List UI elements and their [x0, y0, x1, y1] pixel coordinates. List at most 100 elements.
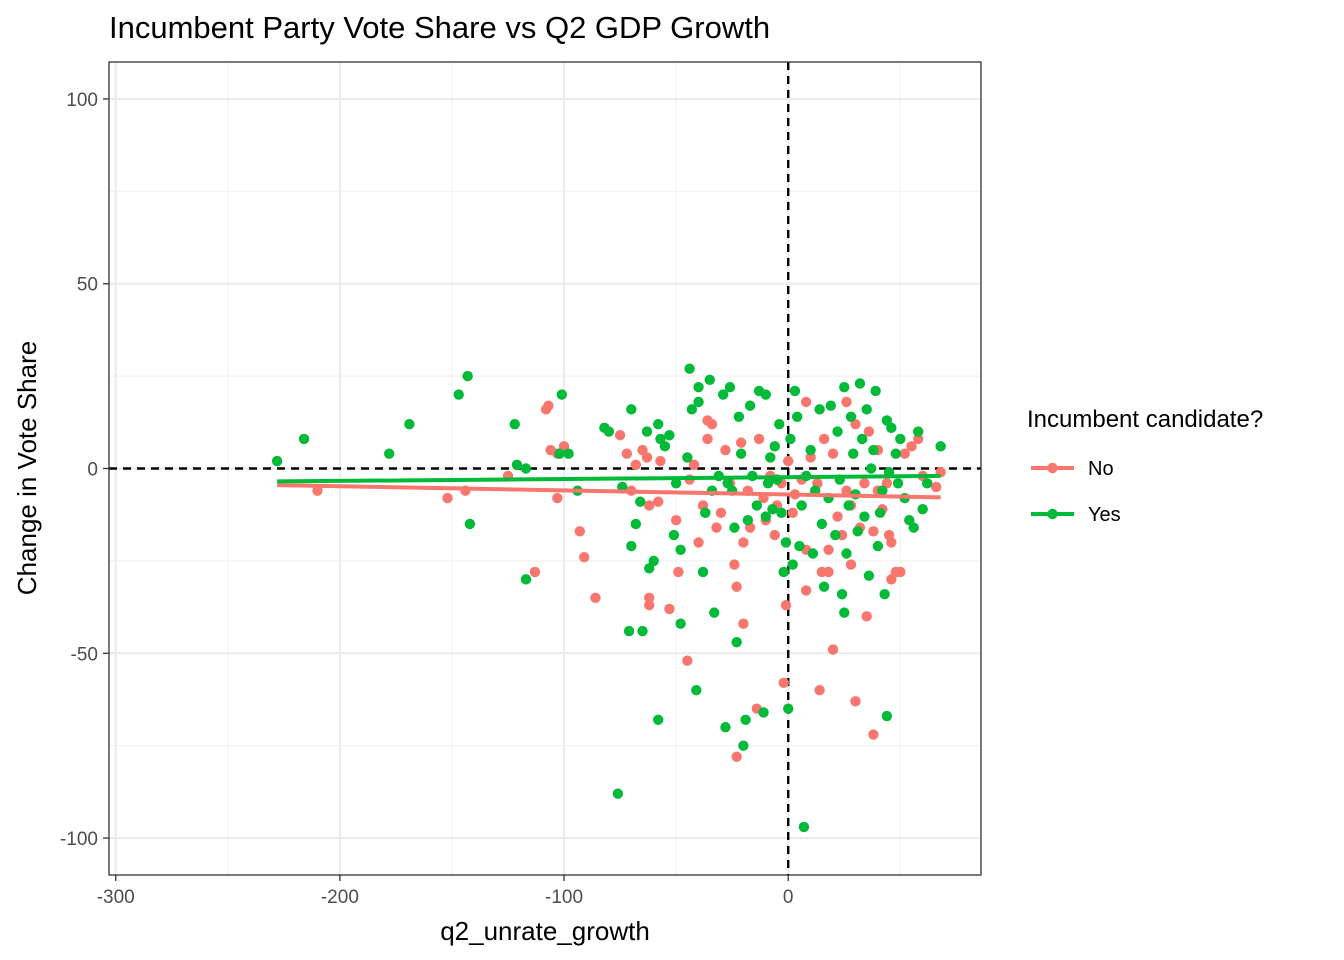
data-point-yes [796, 500, 807, 511]
data-point-yes [626, 404, 637, 415]
data-point-yes [877, 485, 888, 496]
data-point-no [644, 592, 655, 604]
data-point-yes [675, 618, 686, 629]
data-point-yes [668, 529, 680, 541]
legend-label: Yes [1088, 504, 1121, 526]
data-point-no [738, 537, 749, 548]
y-tick-label: 50 [77, 275, 98, 296]
data-point-yes [830, 529, 841, 541]
legend-label: No [1088, 458, 1114, 480]
data-point-yes [776, 507, 787, 519]
data-point-no [895, 566, 906, 578]
data-point-yes [908, 522, 919, 533]
data-point-yes [841, 548, 852, 559]
data-point-no [827, 644, 839, 655]
data-point-yes [789, 385, 801, 397]
data-point-yes [630, 518, 641, 530]
data-point-yes [767, 503, 778, 515]
data-point-yes [765, 452, 776, 463]
data-point-yes [868, 444, 879, 456]
data-point-yes [271, 455, 283, 467]
data-point-yes [509, 418, 520, 430]
data-point-no [800, 396, 812, 408]
data-point-no [906, 441, 917, 452]
data-point-yes [298, 433, 310, 445]
data-point-yes [935, 441, 946, 452]
legend: Incumbent candidate? No Yes [1027, 406, 1263, 526]
data-point-no [753, 433, 765, 445]
data-point-yes [865, 463, 877, 474]
data-point-no [590, 592, 601, 604]
data-point-yes [704, 374, 715, 386]
data-point-no [731, 581, 742, 592]
legend-key-point [1047, 462, 1058, 474]
data-point-yes [814, 404, 825, 415]
data-point-no [823, 544, 834, 555]
data-point-yes [843, 500, 854, 511]
data-point-no [805, 452, 816, 463]
data-point-yes [922, 478, 933, 489]
data-point-yes [724, 382, 736, 393]
data-point-no [827, 448, 839, 459]
data-point-yes [744, 400, 756, 411]
data-point-no [913, 433, 924, 445]
data-point-no [552, 492, 563, 504]
data-point-yes [760, 389, 772, 400]
data-point-yes [691, 685, 702, 696]
x-tick-label: -200 [321, 887, 359, 908]
data-point-yes [783, 703, 794, 714]
data-point-yes [760, 511, 772, 522]
data-point-yes [556, 389, 568, 400]
data-point-yes [791, 411, 803, 422]
data-point-yes [774, 418, 785, 430]
data-point-yes [729, 522, 740, 533]
y-tick-label: -100 [60, 829, 98, 850]
x-tick-label: -100 [545, 887, 583, 908]
data-point-yes [758, 707, 769, 718]
data-point-yes [641, 426, 653, 437]
data-point-yes [520, 574, 532, 585]
data-point-yes [684, 363, 695, 374]
data-point-yes [520, 463, 532, 474]
data-point-yes [825, 400, 837, 411]
data-point-yes [890, 448, 902, 459]
data-point-yes [740, 714, 751, 725]
data-point-yes [738, 740, 749, 751]
data-point-no [711, 522, 722, 533]
data-point-no [729, 559, 740, 570]
data-point-no [845, 559, 857, 570]
data-point-yes [852, 526, 863, 537]
data-point-yes [787, 559, 798, 570]
data-point-yes [895, 433, 906, 445]
data-point-yes [693, 396, 704, 408]
data-point-no [579, 551, 590, 563]
data-point-yes [659, 441, 671, 452]
data-point-yes [720, 721, 731, 733]
data-point-yes [742, 515, 754, 526]
data-point-yes [664, 430, 675, 441]
data-point-yes [769, 441, 780, 452]
data-point-yes [848, 448, 859, 459]
data-point-yes [845, 411, 857, 422]
data-point-yes [653, 714, 664, 725]
data-point-yes [839, 382, 850, 393]
data-point-no [832, 511, 843, 522]
data-point-no [442, 492, 453, 504]
data-point-yes [751, 500, 763, 511]
data-point-yes [603, 426, 615, 437]
data-point-yes [709, 607, 720, 618]
data-point-yes [836, 588, 848, 600]
data-point-no [783, 455, 794, 467]
data-point-no [735, 437, 747, 448]
data-point-yes [839, 607, 850, 618]
data-point-yes [870, 385, 881, 397]
data-point-yes [554, 448, 565, 459]
data-point-yes [854, 378, 866, 389]
data-point-no [863, 426, 875, 437]
data-point-yes [886, 422, 897, 434]
data-point-yes [818, 581, 830, 592]
data-point-yes [832, 426, 843, 437]
data-point-no [841, 396, 852, 408]
data-point-yes [913, 426, 924, 437]
data-point-no [682, 655, 693, 666]
